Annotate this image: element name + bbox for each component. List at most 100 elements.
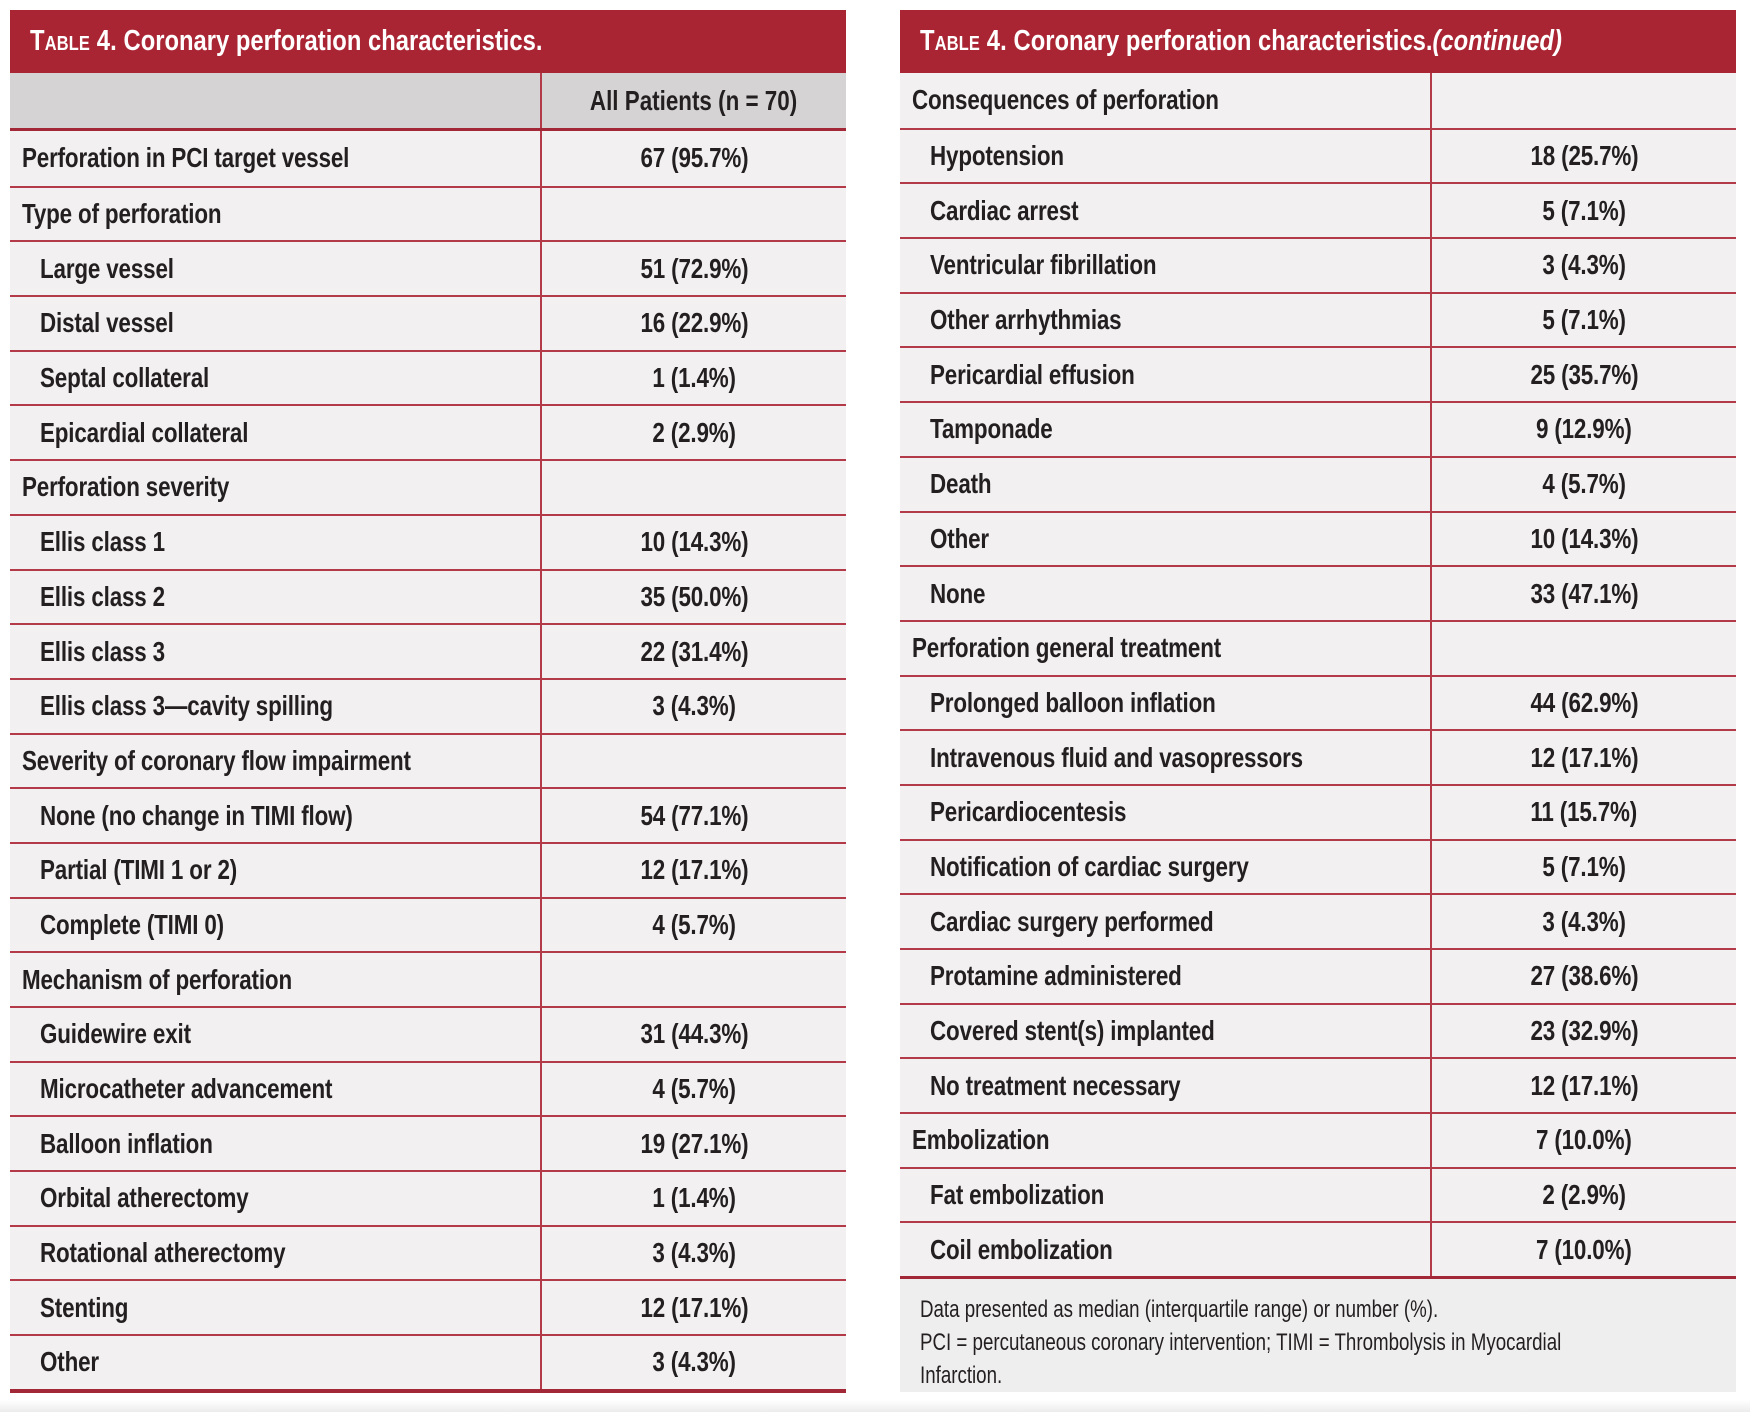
row-value-text: 22 (31.4%): [640, 635, 748, 667]
row-value-text: 3 (4.3%): [652, 1346, 736, 1378]
table-row: Ellis class 2 35 (50.0%): [10, 568, 846, 624]
row-label-text: Microcatheter advancement: [40, 1073, 333, 1105]
row-value-text: 4 (5.7%): [652, 1073, 736, 1105]
table-right: Table 4. Coronary perforation characteri…: [900, 10, 1736, 1393]
table-right-title-bar: Table 4. Coronary perforation characteri…: [900, 10, 1736, 73]
row-label: Notification of cardiac surgery: [900, 841, 1430, 894]
table-row: Fat embolization 2 (2.9%): [900, 1166, 1736, 1222]
row-value: 19 (27.1%): [540, 1117, 846, 1171]
row-value-text: 12 (17.1%): [640, 854, 748, 886]
row-label: Other: [900, 513, 1430, 566]
footnote-line: PCI = percutaneous coronary intervention…: [920, 1329, 1562, 1357]
table-row: Cardiac surgery performed 3 (4.3%): [900, 893, 1736, 948]
row-value: 11 (15.7%): [1430, 785, 1736, 839]
table-row: Intravenous fluid and vasopressors 12 (17…: [900, 729, 1736, 784]
row-label: Ellis class 1: [10, 516, 540, 569]
row-value: 4 (5.7%): [1430, 457, 1736, 511]
row-value: 4 (5.7%): [540, 898, 846, 952]
table-row: Death 4 (5.7%): [900, 455, 1736, 511]
row-label-text: Severity of coronary flow impairment: [22, 744, 411, 776]
table-row: Coil embolization 7 (10.0%): [900, 1221, 1736, 1277]
row-value: 5 (7.1%): [1430, 293, 1736, 347]
row-value-text: 33 (47.1%): [1530, 577, 1638, 609]
row-label: Fat embolization: [900, 1169, 1430, 1222]
row-label-text: Protamine administered: [930, 960, 1182, 992]
row-value-text: 27 (38.6%): [1530, 960, 1638, 992]
row-value-text: 2 (2.9%): [1542, 1179, 1626, 1211]
row-value: 1 (1.4%): [540, 1172, 846, 1225]
column-header-row: All Patients (n = 70): [10, 73, 846, 131]
table-row: Tamponade 9 (12.9%): [900, 401, 1736, 456]
row-label-text: Death: [930, 468, 992, 500]
row-label: Covered stent(s) implanted: [900, 1005, 1430, 1058]
row-label: Ellis class 3: [10, 625, 540, 678]
row-label-text: None: [930, 577, 986, 609]
row-value: 51 (72.9%): [540, 242, 846, 296]
row-value: 16 (22.9%): [540, 297, 846, 350]
row-value: 5 (7.1%): [1430, 840, 1736, 894]
row-label-text: Covered stent(s) implanted: [930, 1015, 1215, 1047]
table-row: Other arrhythmias 5 (7.1%): [900, 291, 1736, 347]
row-value: 3 (4.3%): [1430, 895, 1736, 948]
table-row: Other 3 (4.3%): [10, 1334, 846, 1389]
row-label: Ellis class 2: [10, 571, 540, 624]
table-row: Guidewire exit 31 (44.3%): [10, 1006, 846, 1061]
row-label-text: Pericardial effusion: [930, 358, 1135, 390]
table-row: Orbital atherectomy 1 (1.4%): [10, 1170, 846, 1225]
table-row: Balloon inflation 19 (27.1%): [10, 1115, 846, 1171]
table-row: Type of perforation: [10, 185, 846, 241]
row-value: 31 (44.3%): [540, 1008, 846, 1061]
row-label: Ellis class 3—cavity spilling: [10, 680, 540, 733]
table-row: Hypotension 18 (25.7%): [900, 127, 1736, 183]
row-label: Ventricular fibrillation: [900, 239, 1430, 292]
row-value: 5 (7.1%): [1430, 184, 1736, 238]
row-label-text: Large vessel: [40, 252, 174, 284]
row-value-text: 1 (1.4%): [652, 1182, 736, 1214]
table-right-body: Consequences of perforation Hypotension 18…: [900, 73, 1736, 1280]
row-label-text: Other: [930, 522, 989, 554]
table-row: Other 10 (14.3%): [900, 510, 1736, 566]
row-value: 25 (35.7%): [1430, 348, 1736, 402]
row-label: Large vessel: [10, 242, 540, 295]
row-label: Mechanism of perforation: [10, 953, 540, 1006]
row-label-text: Consequences of perforation: [912, 84, 1219, 116]
row-label: Cardiac arrest: [900, 184, 1430, 237]
table-row: Prolonged balloon inflation 44 (62.9%): [900, 674, 1736, 730]
row-label-text: Fat embolization: [930, 1179, 1105, 1211]
row-label: Intravenous fluid and vasopressors: [900, 731, 1430, 784]
row-value: 3 (4.3%): [540, 1226, 846, 1280]
row-label-text: Ellis class 1: [40, 526, 165, 558]
row-label-text: Epicardial collateral: [40, 416, 249, 448]
table-row: Protamine administered 27 (38.6%): [900, 948, 1736, 1003]
row-label: Guidewire exit: [10, 1008, 540, 1061]
row-label-text: No treatment necessary: [930, 1069, 1181, 1101]
row-value-text: 9 (12.9%): [1536, 413, 1632, 445]
row-value: 3 (4.3%): [540, 679, 846, 733]
table-row: Severity of coronary flow impairment: [10, 732, 846, 788]
row-label-text: Complete (TIMI 0): [40, 908, 224, 940]
table-row: Consequences of perforation: [900, 73, 1736, 128]
row-label: Partial (TIMI 1 or 2): [10, 844, 540, 897]
table-row: Complete (TIMI 0) 4 (5.7%): [10, 896, 846, 952]
row-label-text: Tamponade: [930, 413, 1053, 445]
row-value-text: 12 (17.1%): [640, 1291, 748, 1323]
row-value-text: 2 (2.9%): [652, 416, 736, 448]
row-value-text: 23 (32.9%): [1530, 1015, 1638, 1047]
row-label-text: Notification of cardiac surgery: [930, 850, 1249, 882]
row-value-text: 3 (4.3%): [652, 1237, 736, 1269]
row-label-text: Guidewire exit: [40, 1018, 191, 1050]
row-label-text: Embolization: [912, 1124, 1050, 1156]
row-label: Balloon inflation: [10, 1117, 540, 1170]
column-header-all-patients: All Patients (n = 70): [540, 73, 846, 128]
row-label-text: Hypotension: [930, 140, 1064, 172]
row-value: 12 (17.1%): [1430, 1059, 1736, 1113]
row-value: 9 (12.9%): [1430, 403, 1736, 456]
row-value: 67 (95.7%): [540, 131, 846, 186]
row-label-text: Prolonged balloon inflation: [930, 686, 1216, 718]
row-label-text: None (no change in TIMI flow): [40, 799, 353, 831]
row-value: 3 (4.3%): [1430, 239, 1736, 292]
row-value: 7 (10.0%): [1430, 1223, 1736, 1277]
row-value-text: 10 (14.3%): [640, 526, 748, 558]
table-row: Ellis class 3 22 (31.4%): [10, 623, 846, 678]
table-row: No treatment necessary 12 (17.1%): [900, 1057, 1736, 1113]
